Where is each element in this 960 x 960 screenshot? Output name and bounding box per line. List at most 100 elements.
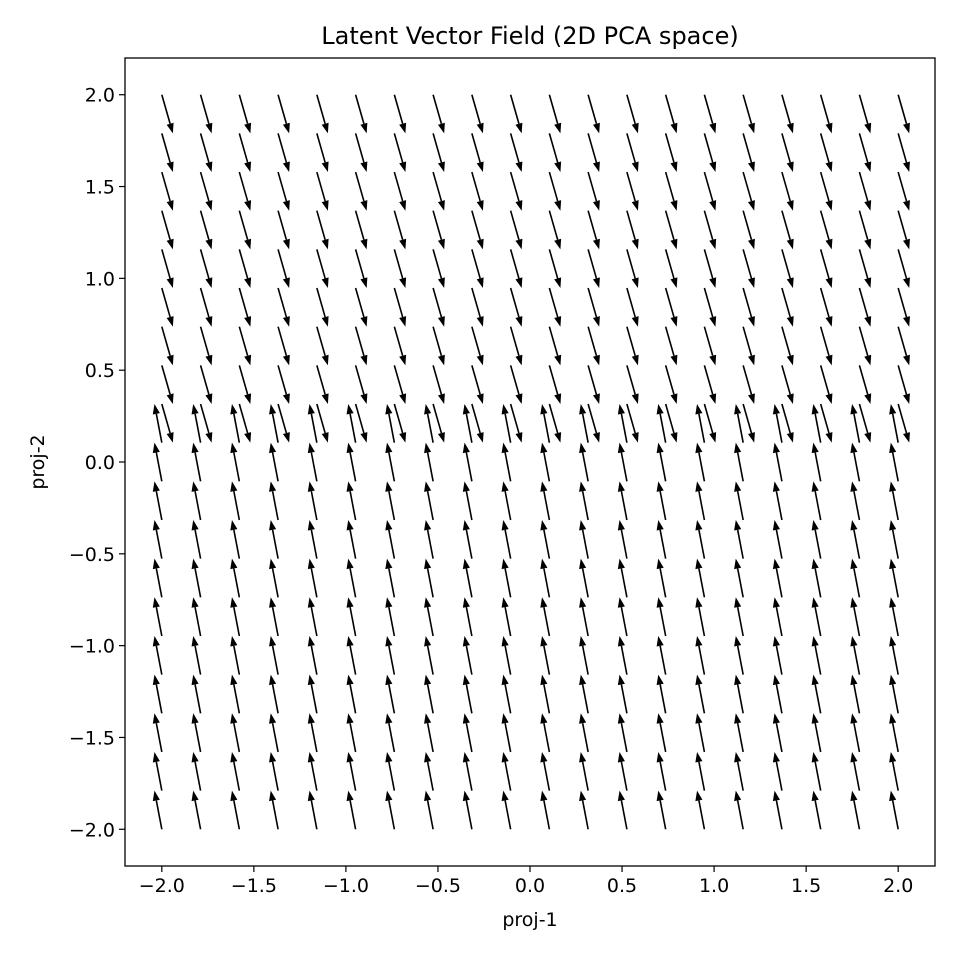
vector-arrow (199, 365, 213, 405)
vector-arrow (471, 171, 484, 211)
vector-arrow (889, 713, 899, 753)
vector-arrow (548, 287, 562, 327)
vector-arrow (307, 713, 318, 753)
vector-arrow (199, 249, 213, 289)
vector-arrow (191, 442, 202, 482)
vector-arrow (307, 404, 318, 443)
y-tick-label: 0.0 (85, 452, 115, 474)
vector-arrow (626, 403, 639, 443)
vector-arrow (889, 790, 899, 830)
vector-arrow (579, 558, 589, 598)
vector-arrow (811, 635, 822, 675)
vector-arrow (462, 713, 473, 753)
vector-arrow (471, 249, 484, 289)
vector-arrow (277, 171, 290, 211)
vector-arrow (238, 94, 252, 134)
vector-arrow (897, 287, 910, 327)
vector-arrow (626, 171, 639, 211)
vector-arrow (703, 133, 717, 173)
vector-arrow (734, 481, 744, 521)
vector-arrow (850, 442, 861, 482)
vector-arrow (424, 558, 434, 598)
vector-arrow (781, 210, 794, 250)
vector-arrow (230, 751, 241, 791)
vector-arrow (354, 287, 368, 327)
vector-arrow (889, 481, 899, 521)
vector-arrow (307, 442, 318, 482)
vector-arrow (269, 635, 279, 675)
vector-arrow (424, 481, 434, 521)
vector-arrow (656, 597, 667, 637)
vector-arrow (664, 287, 678, 327)
vector-arrow (462, 790, 473, 830)
vector-arrow (191, 519, 202, 559)
vector-arrow (346, 442, 357, 482)
vector-arrow (501, 481, 512, 521)
vector-arrow (819, 210, 833, 250)
vector-arrow (393, 326, 407, 366)
vector-arrow (269, 751, 279, 791)
vector-arrow (626, 326, 639, 366)
vector-arrow (152, 404, 163, 443)
vector-arrow (772, 519, 783, 559)
vector-arrow (889, 597, 899, 637)
vector-arrow (617, 481, 628, 521)
vector-arrow (238, 171, 252, 211)
vector-arrow (238, 326, 252, 366)
vector-arrow (897, 365, 910, 405)
vector-arrow (772, 404, 783, 443)
vector-arrow (626, 365, 639, 405)
vector-arrow (850, 597, 861, 637)
vector-arrow (781, 94, 794, 134)
vector-arrow (346, 751, 357, 791)
vector-arrow (540, 751, 551, 791)
vector-arrow (772, 558, 783, 598)
vector-arrow (191, 674, 202, 714)
vector-arrow (432, 133, 445, 173)
vector-arrow (579, 790, 589, 830)
vector-arrow (199, 210, 213, 250)
vector-arrow (509, 326, 523, 366)
vector-arrow (579, 713, 589, 753)
vector-arrow (811, 481, 822, 521)
vector-arrow (385, 751, 396, 791)
vector-arrow (161, 133, 174, 173)
vector-arrow (889, 558, 899, 598)
vector-arrow (152, 790, 163, 830)
vector-arrow (238, 210, 252, 250)
vector-arrow (656, 635, 667, 675)
vector-arrow (850, 635, 861, 675)
vector-arrow (587, 249, 600, 289)
vector-arrow (695, 635, 706, 675)
vector-arrow (307, 481, 318, 521)
vector-arrow (579, 404, 589, 443)
vector-arrow (772, 674, 783, 714)
vector-arrow (889, 519, 899, 559)
vector-arrow (191, 635, 202, 675)
x-axis-label: proj-1 (502, 909, 557, 931)
vector-arrow (664, 249, 678, 289)
vector-arrow (858, 365, 872, 405)
vector-arrow (656, 674, 667, 714)
vector-arrow (858, 171, 872, 211)
vector-arrow (703, 287, 717, 327)
vector-arrow (703, 365, 717, 405)
vector-arrow (695, 674, 706, 714)
vector-arrow (626, 287, 639, 327)
vector-arrow (811, 404, 822, 443)
vector-arrow (346, 635, 357, 675)
vector-arrow (238, 133, 252, 173)
vector-arrow (277, 94, 290, 134)
vector-arrow (742, 365, 755, 405)
vector-arrow (269, 442, 279, 482)
vector-arrow (462, 635, 473, 675)
vector-arrow (424, 597, 434, 637)
vector-arrow (579, 751, 589, 791)
vector-arrow (781, 403, 794, 443)
vector-arrow (462, 404, 473, 443)
vector-arrow (471, 210, 484, 250)
vector-arrow (850, 481, 861, 521)
vector-arrow (152, 751, 163, 791)
vector-arrow (152, 674, 163, 714)
